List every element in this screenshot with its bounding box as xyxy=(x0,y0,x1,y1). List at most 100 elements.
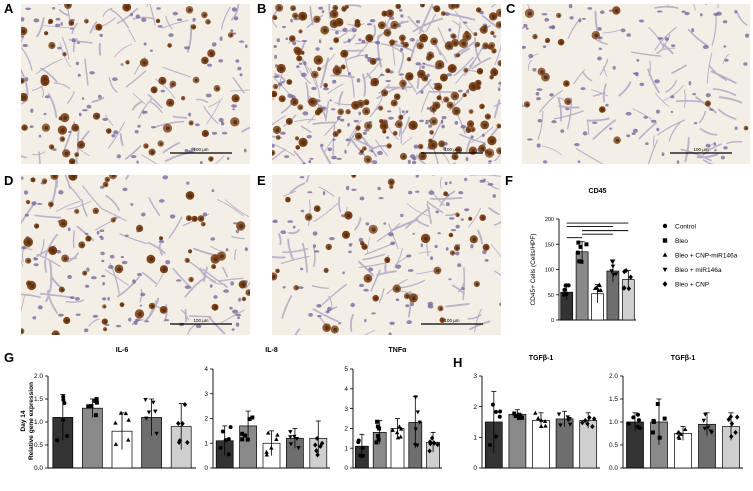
data-point xyxy=(578,244,583,249)
data-point xyxy=(177,438,182,444)
data-point xyxy=(542,419,548,424)
chart-title: IL-6 xyxy=(116,347,129,354)
legend-marker xyxy=(662,238,668,243)
data-point xyxy=(706,425,711,430)
chart-title: IL-8 xyxy=(265,347,278,354)
y-tick-label: 0.0 xyxy=(34,465,43,472)
data-point xyxy=(708,429,713,434)
data-point xyxy=(567,422,573,427)
legend: Control Bleo Bleo + CNP-miR146a Bleo + miR1… xyxy=(662,224,738,289)
data-point xyxy=(562,287,567,292)
data-point xyxy=(314,435,320,442)
chart-h-5: 0.0 0.5 1.0 1.5 2.0 TGFβ-1 xyxy=(609,355,743,472)
data-point xyxy=(533,410,538,415)
nuclei xyxy=(522,4,750,164)
data-point xyxy=(415,443,420,448)
panel-letter-b: B xyxy=(257,1,267,16)
data-point xyxy=(62,401,67,406)
g-y-label-line2: Relative gene expression xyxy=(28,382,35,460)
y-tick-label: 2.0 xyxy=(34,373,43,380)
y-tick-label: 2 xyxy=(204,416,208,423)
scale-bar-label: 100 µm xyxy=(444,318,459,323)
data-point xyxy=(247,417,252,422)
data-point xyxy=(375,424,380,429)
data-point xyxy=(621,285,627,291)
bar xyxy=(508,413,527,469)
data-point xyxy=(512,411,517,416)
data-point xyxy=(182,401,188,408)
data-point xyxy=(558,423,563,428)
data-point xyxy=(591,416,597,422)
y-tick-label: 1.0 xyxy=(34,419,43,426)
data-point xyxy=(413,395,418,400)
y-tick-label: 4 xyxy=(204,366,208,373)
data-point xyxy=(631,415,636,420)
data-point xyxy=(678,431,684,436)
data-point xyxy=(675,430,681,435)
data-point xyxy=(427,448,432,454)
data-point xyxy=(151,400,156,405)
cd45-positive-cells xyxy=(21,175,250,335)
data-point xyxy=(592,286,598,291)
panel-letter-a: A xyxy=(4,1,14,16)
data-point xyxy=(728,414,734,420)
data-point xyxy=(703,412,708,417)
y-tick-label: 5 xyxy=(344,366,348,373)
data-point xyxy=(288,442,294,447)
micrograph-e: 100 µm xyxy=(272,175,501,335)
data-point xyxy=(609,259,615,264)
data-point xyxy=(399,426,404,431)
data-point xyxy=(94,400,99,405)
data-point xyxy=(220,429,225,434)
y-tick-label: 0 xyxy=(344,465,348,472)
data-point xyxy=(154,431,159,436)
data-point xyxy=(144,416,149,421)
chart-title: TGFβ-1 xyxy=(529,355,554,362)
legend-marker xyxy=(662,267,668,273)
y-tick-label: 0 xyxy=(204,465,208,472)
micrograph-a: 100 µm xyxy=(21,4,250,164)
data-point xyxy=(226,437,231,442)
data-point xyxy=(315,452,320,458)
data-point xyxy=(376,437,381,442)
data-point xyxy=(94,397,99,402)
data-point xyxy=(360,446,365,451)
chart-g-1: 0.0 0.5 1.0 1.5 2.0 IL-6 xyxy=(34,347,196,472)
data-point xyxy=(556,412,562,417)
legend-label: Bleo + CNP-miR146a xyxy=(675,253,738,260)
data-point xyxy=(126,417,131,422)
data-point xyxy=(735,414,740,420)
y-tick-label: 2 xyxy=(473,404,477,411)
y-tick-label: 1.0 xyxy=(609,419,618,426)
data-point xyxy=(657,435,662,440)
y-tick-label: 2 xyxy=(344,426,348,433)
cd45-positive-cells xyxy=(523,6,749,144)
data-point xyxy=(497,414,502,419)
cd45-positive-cells xyxy=(21,4,240,164)
chart-title: CD45 xyxy=(589,188,607,195)
legend-marker xyxy=(662,281,668,287)
y-tick-label: 1.5 xyxy=(609,396,618,403)
data-point xyxy=(146,410,152,415)
data-point xyxy=(266,430,271,435)
panel-letter-c: C xyxy=(506,1,516,16)
significance-brackets xyxy=(566,222,629,239)
data-point xyxy=(622,269,627,275)
data-point xyxy=(488,443,493,448)
y-tick-label: 50 xyxy=(548,293,554,299)
legend-label: Bleo + miR146a xyxy=(675,267,722,274)
data-point xyxy=(180,421,185,427)
data-point xyxy=(516,415,521,420)
panel-letter-d: D xyxy=(4,173,14,188)
data-point xyxy=(702,426,708,431)
data-point xyxy=(314,448,319,454)
y-tick-label: 0.5 xyxy=(609,442,618,449)
y-tick-label: 1.5 xyxy=(34,396,43,403)
y-axis-label: CD45+ Cells (Cells/HPF) xyxy=(530,233,537,305)
data-point xyxy=(651,418,656,423)
y-tick-label: 1 xyxy=(473,435,477,442)
data-point xyxy=(417,420,422,425)
data-point xyxy=(565,418,571,423)
y-tick-label: 1 xyxy=(344,445,348,452)
